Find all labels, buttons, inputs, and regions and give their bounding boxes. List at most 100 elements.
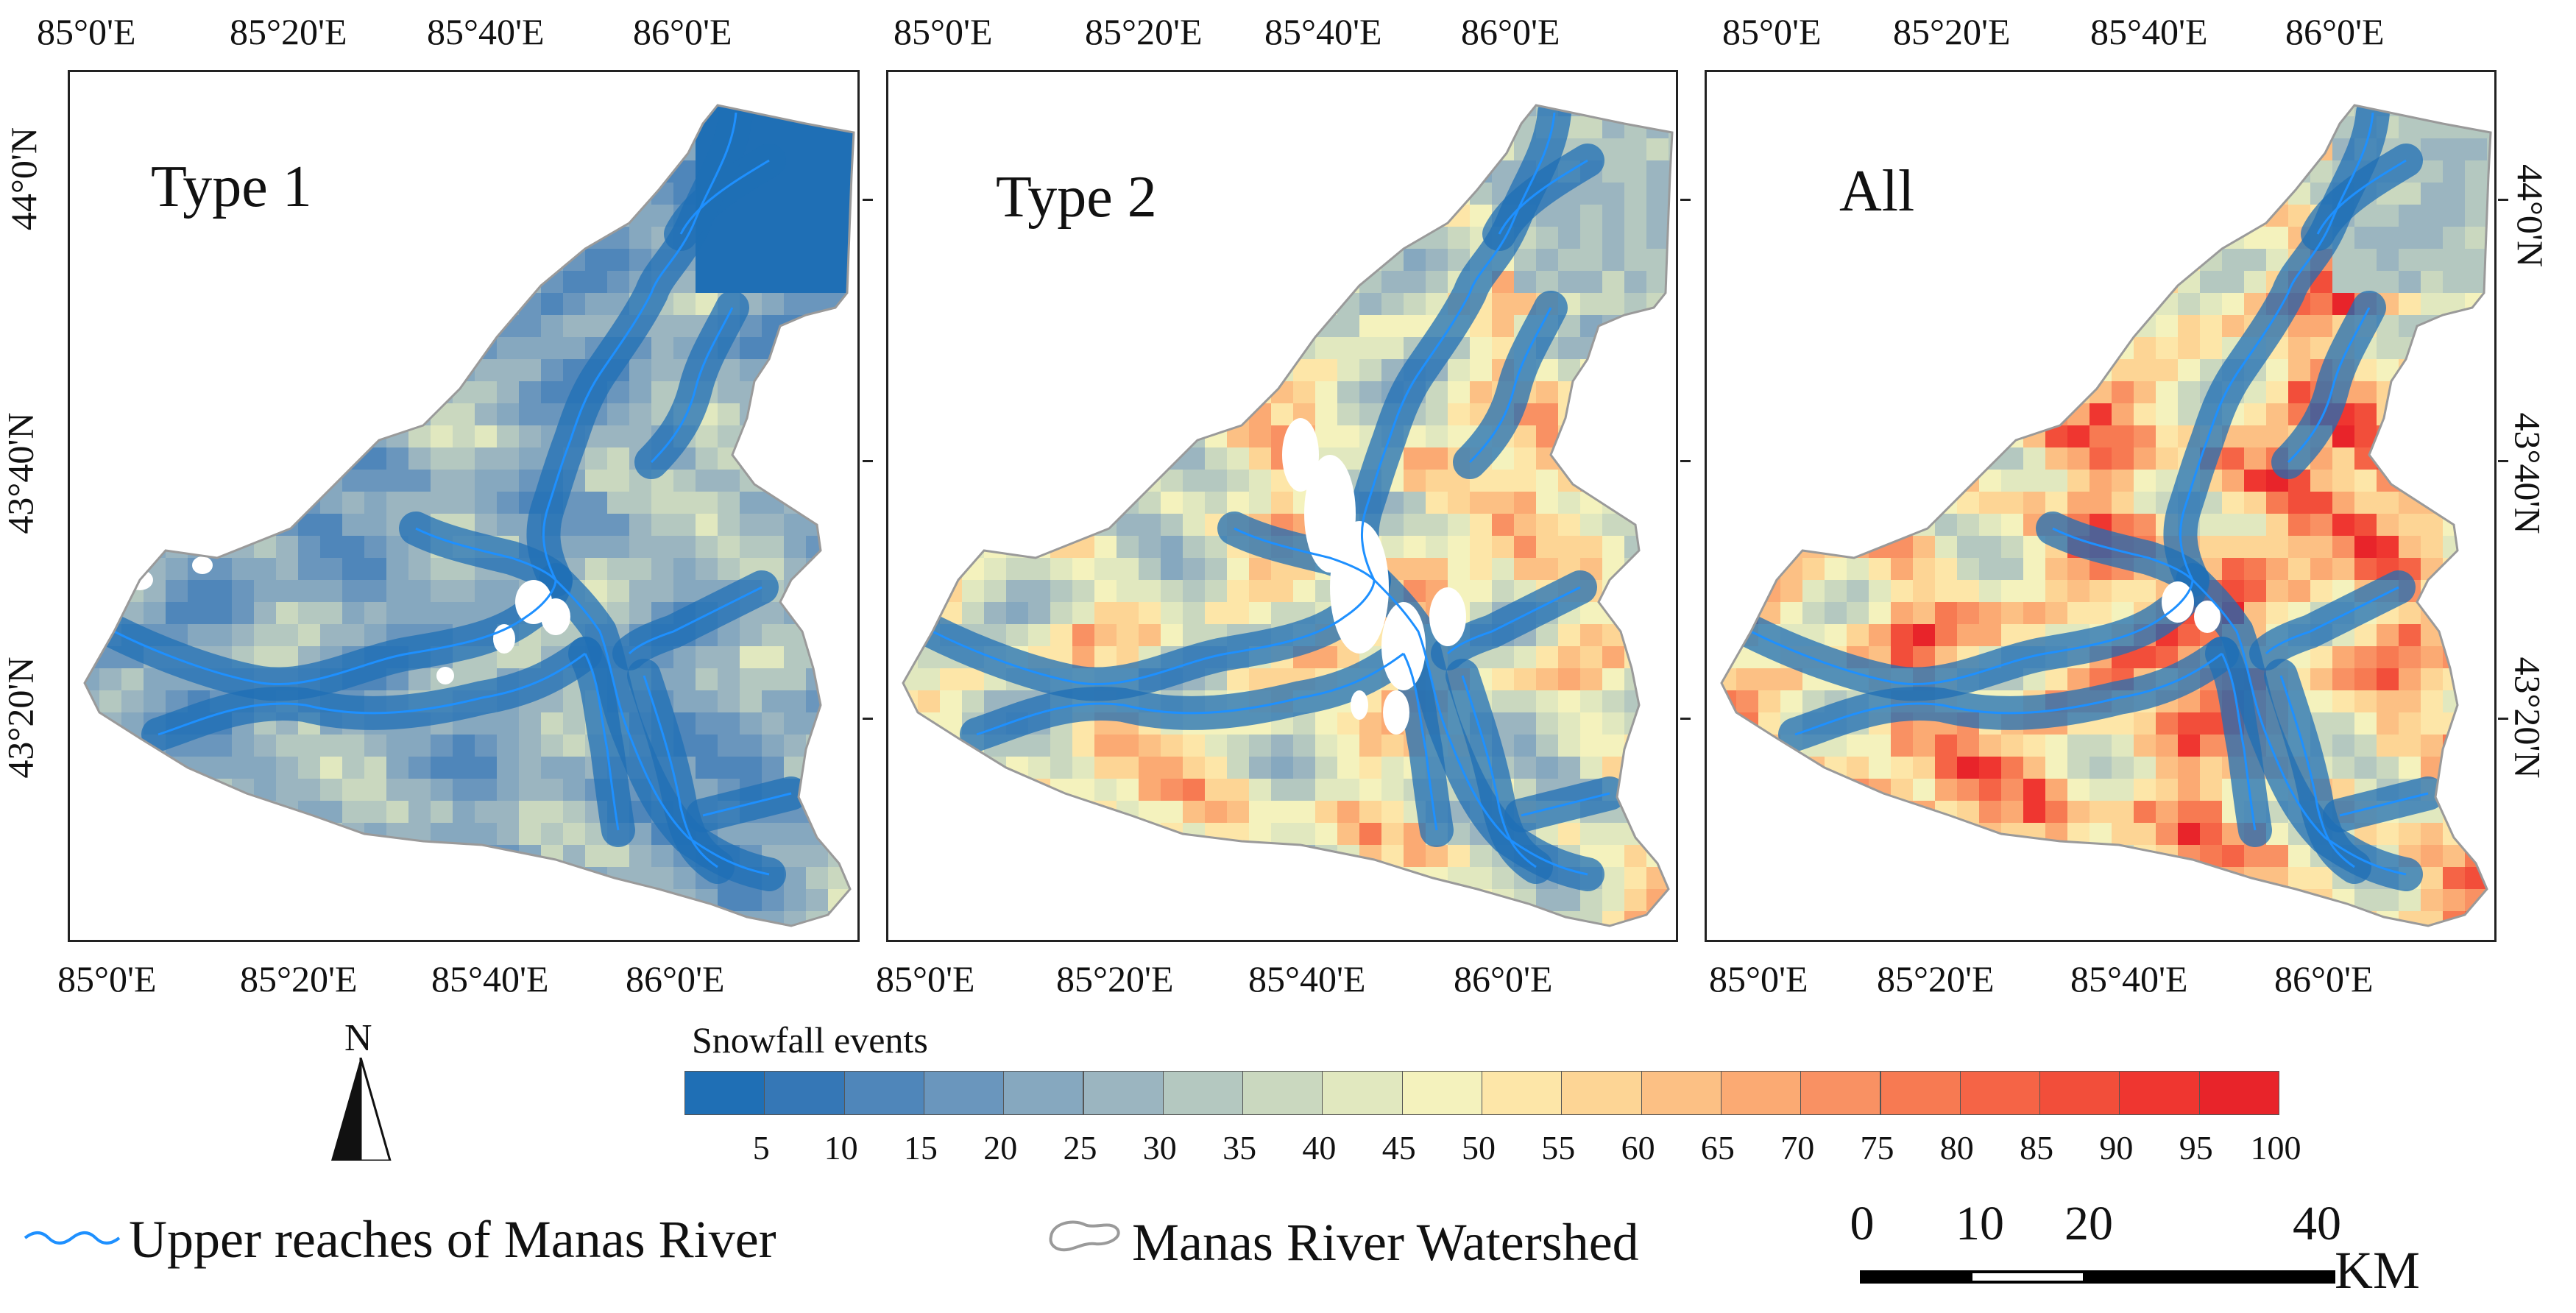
lon-label: 86°0'E: [1454, 958, 1553, 999]
colorbar-tick-label: 75: [1860, 1129, 1894, 1167]
river-line: [2179, 112, 2407, 876]
lon-label: 86°0'E: [633, 11, 732, 52]
tick-mark: [863, 718, 873, 720]
colorbar-tick-label: 85: [2020, 1129, 2054, 1167]
river-line: [628, 586, 762, 655]
river-line: [650, 307, 734, 464]
lon-label: 85°40'E: [427, 11, 545, 52]
river-line: [1750, 579, 2194, 686]
colorbar-segment: [843, 1071, 924, 1115]
lat-label: 43°20'N: [0, 656, 41, 779]
river-legend-label: Upper reaches of Manas River: [129, 1210, 776, 1269]
tick-mark: [1680, 460, 1691, 462]
tick-mark: [2498, 460, 2508, 462]
scale-label: 0: [1850, 1197, 1875, 1250]
colorbar-segment: [1641, 1071, 1722, 1115]
colorbar-segment: [2198, 1071, 2279, 1115]
colorbar-segment: [1880, 1071, 1961, 1115]
river-line: [643, 675, 718, 868]
colorbar-tick-label: 100: [2250, 1129, 2301, 1167]
tick-mark: [2498, 199, 2508, 201]
river-line: [1446, 586, 1581, 655]
river-line: [584, 653, 620, 831]
scale-label: 20: [2064, 1197, 2113, 1250]
colorbar-tick-label: 40: [1302, 1129, 1337, 1167]
river-line: [415, 527, 557, 581]
tick-mark: [1680, 718, 1691, 720]
lon-label: 85°0'E: [894, 11, 993, 52]
lon-label: 85°0'E: [1722, 11, 1822, 52]
colorbar-tick-label: 25: [1063, 1129, 1097, 1167]
colorbar-tick-label: 30: [1142, 1129, 1177, 1167]
colorbar-tick-label: 90: [2099, 1129, 2134, 1167]
colorbar-segment: [1561, 1071, 1642, 1115]
colorbar-tick-label: 55: [1541, 1129, 1576, 1167]
river-line: [1461, 675, 1537, 868]
colorbar-tick-label: 20: [983, 1129, 1018, 1167]
colorbar-segment: [764, 1071, 845, 1115]
colorbar-tick-label: 50: [1462, 1129, 1496, 1167]
river-line: [702, 792, 792, 817]
lon-label: 85°20'E: [230, 11, 347, 52]
snowfall-raster: [1722, 105, 2491, 926]
river-line: [976, 652, 1404, 736]
tick-mark: [863, 460, 873, 462]
watershed-outline: [83, 104, 855, 927]
lon-label: 85°40'E: [2070, 958, 2188, 999]
colorbar-segment: [1401, 1071, 1482, 1115]
map-panel-type2: Type 2: [886, 70, 1678, 942]
lon-label: 86°0'E: [2285, 11, 2385, 52]
lat-label: 44°0'N: [2510, 163, 2552, 268]
lon-label: 85°40'E: [2090, 11, 2208, 52]
tick-mark: [2498, 718, 2508, 720]
river-line: [2052, 527, 2194, 581]
panel-title: Type 2: [996, 165, 1157, 230]
river-line: [1794, 652, 2223, 736]
map-canvas-all: [1720, 104, 2492, 927]
river-line: [2279, 675, 2355, 868]
panel-title: All: [1839, 159, 1915, 224]
colorbar-segment: [1720, 1071, 1802, 1115]
lon-label: 85°20'E: [1085, 11, 1203, 52]
lon-label: 86°0'E: [1461, 11, 1560, 52]
river-line: [932, 579, 1376, 686]
colorbar-segment: [684, 1071, 765, 1115]
watershed-outline: [902, 104, 1674, 927]
snowfall-raster: [85, 105, 854, 926]
river-line: [1521, 792, 1610, 817]
colorbar-segment: [923, 1071, 1005, 1115]
colorbar-tick-label: 80: [1939, 1129, 1974, 1167]
colorbar-tick-label: 10: [824, 1129, 858, 1167]
map-canvas-type2: [902, 104, 1674, 927]
colorbar-segment: [1162, 1071, 1244, 1115]
river-line: [1498, 159, 1588, 235]
river-line: [2339, 792, 2429, 817]
colorbar-segment: [1083, 1071, 1164, 1115]
lon-label: 85°20'E: [1877, 958, 1995, 999]
lon-label: 85°40'E: [1248, 958, 1366, 999]
colorbar-segment: [2119, 1071, 2200, 1115]
scale-bar-graphic: [1860, 1270, 2335, 1284]
river-line: [1361, 112, 1588, 876]
north-label: N: [344, 1017, 372, 1059]
river-line: [2287, 307, 2371, 464]
colorbar-segment: [1003, 1071, 1084, 1115]
lon-label: 86°0'E: [2274, 958, 2374, 999]
river-line: [113, 579, 557, 686]
colorbar-segment: [2039, 1071, 2120, 1115]
watershed-outline: [1720, 104, 2492, 927]
scale-label: 40: [2293, 1197, 2341, 1250]
river-line: [158, 652, 586, 736]
colorbar-segment: [1959, 1071, 2041, 1115]
tick-mark: [1680, 199, 1691, 201]
colorbar: [684, 1071, 2279, 1115]
colorbar-tick-label: 60: [1621, 1129, 1655, 1167]
river-line: [679, 159, 770, 235]
scale-unit: KM: [2335, 1241, 2421, 1300]
map-panel-all: All: [1705, 70, 2497, 942]
river-line: [1234, 527, 1376, 581]
lat-label: 43°20'N: [2507, 656, 2549, 779]
lon-label: 85°20'E: [1056, 958, 1174, 999]
river-line: [1402, 653, 1438, 831]
colorbar-segment: [1800, 1071, 1881, 1115]
